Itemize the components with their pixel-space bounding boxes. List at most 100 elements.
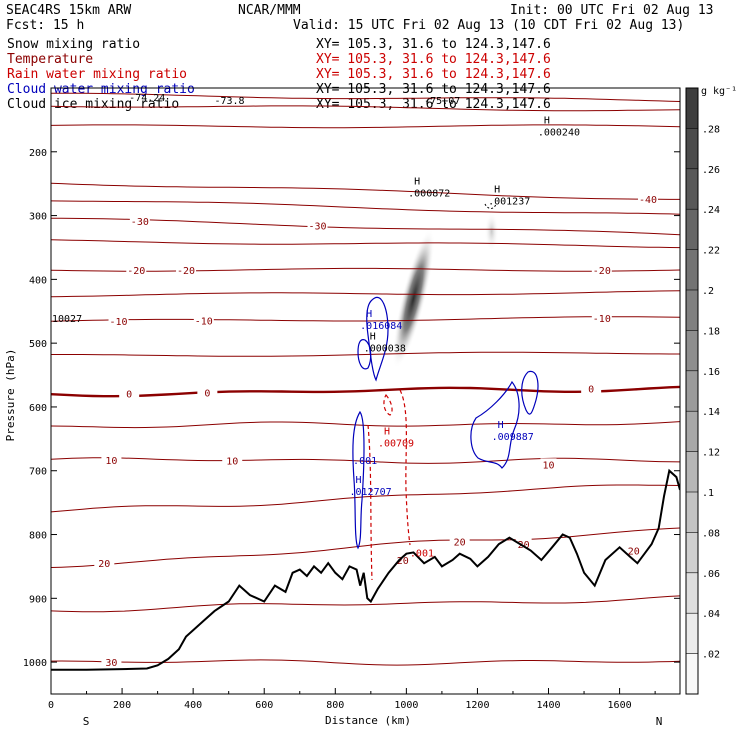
isotherm-label-bg <box>625 544 642 556</box>
isotherm-label: -20 <box>127 266 145 277</box>
isotherm-line <box>51 105 680 112</box>
isotherm-label: 10 <box>542 460 554 471</box>
isotherm-label: -40 <box>639 195 657 206</box>
isotherm-line <box>51 457 680 464</box>
extremum-marker: H <box>544 116 550 127</box>
temperature-contours: -40 -30 -30 -20 -20 -20 -10 -10 -10 0 0 0 10 10 20 20 30… <box>51 92 680 669</box>
header-init-time: Init: 00 UTC Fri 02 Aug 13 <box>510 3 714 18</box>
cloud-water-contour-2 <box>357 339 372 370</box>
rain-contour-1 <box>367 424 373 581</box>
isotherm-label: 10 <box>105 456 117 467</box>
isotherm-line <box>51 659 680 666</box>
y-axis-label: Pressure (hPa) <box>4 349 17 442</box>
isotherm-line <box>51 200 680 215</box>
extremum-marker: H <box>494 185 500 196</box>
isotherm-label: 0 <box>588 385 594 396</box>
x-tick-label: 1200 <box>465 700 489 711</box>
extremum-value: -75.07 <box>424 96 460 107</box>
y-tick-label: 700 <box>29 467 47 478</box>
y-tick-label: 200 <box>29 148 47 159</box>
extremum-value: .001 <box>410 549 434 560</box>
isotherm-label: 20 <box>628 546 640 557</box>
y-tick-label: 600 <box>29 403 47 414</box>
x-tick-label: 600 <box>255 700 273 711</box>
isotherm-label: 10 <box>226 456 238 467</box>
legend-entry-xy: XY= 105.3, 31.6 to 124.3,147.6 <box>316 52 551 67</box>
snow-max-core <box>392 228 435 369</box>
isotherm-label-bg <box>119 387 140 399</box>
isotherm-label-bg <box>222 454 243 466</box>
isotherm-line <box>51 290 680 298</box>
extremum-value: .001237 <box>488 197 530 208</box>
x-tick-label: 400 <box>184 700 202 711</box>
isotherm-line <box>51 239 680 249</box>
x-tick-label: 1600 <box>608 700 632 711</box>
isotherm-label-bg <box>193 314 214 326</box>
y-tick-label: 300 <box>29 212 47 223</box>
isotherm-label-bg <box>591 263 612 275</box>
isotherm-label-bg <box>540 458 557 470</box>
colorbar-tick-label: .06 <box>702 569 720 580</box>
colorbar-tick-label: .1 <box>702 488 714 499</box>
colorbar-tick-label: .12 <box>702 448 720 459</box>
extremum-marker: H <box>366 309 372 320</box>
isotherm-label: -10 <box>195 317 213 328</box>
isotherm-label: -10 <box>593 314 611 325</box>
colorbar-segment <box>686 88 698 129</box>
colorbar-tick-label: .22 <box>702 246 720 257</box>
colorbar-frame <box>685 87 699 695</box>
x-tick-label: 200 <box>113 700 131 711</box>
axes: 0 200 400 600 800 1000 1200 1400 160020030040050… <box>23 148 680 711</box>
isotherm-label-bg <box>176 263 197 275</box>
header-run-title: SEAC4RS 15km ARW <box>6 3 131 18</box>
isotherm-line <box>51 595 680 613</box>
isotherm-label: -30 <box>131 217 149 228</box>
isotherm-line <box>51 316 680 322</box>
isotherm-label: -20 <box>177 266 195 277</box>
x-tick-label: 800 <box>326 700 344 711</box>
legend-entry-name: Rain water mixing ratio <box>7 67 187 82</box>
terrain-profile <box>51 468 680 671</box>
extremum-value: .001 <box>353 456 377 467</box>
cloud-water-contour-1 <box>366 296 389 382</box>
isotherm-label: 20 <box>454 538 466 549</box>
x-tick-label: 1400 <box>536 700 560 711</box>
colorbar-segment <box>686 128 698 169</box>
snow-secondary-core <box>484 211 499 252</box>
cloud-water-contour-4 <box>470 380 520 469</box>
colorbar-segment <box>686 532 698 573</box>
cloud-water-contour-3 <box>352 410 365 550</box>
colorbar-tick-label: .24 <box>702 205 720 216</box>
isotherm-label-bg <box>638 192 659 204</box>
extremum-value: .00709 <box>378 438 414 449</box>
y-tick-label: 1000 <box>23 658 47 669</box>
isotherm-label-bg <box>129 215 150 227</box>
legend-entry-xy: XY= 105.3, 31.6 to 124.3,147.6 <box>316 67 551 82</box>
header-org: NCAR/MMM <box>238 3 301 18</box>
isotherm-line <box>51 527 680 568</box>
cloud-ice-contour <box>484 203 497 209</box>
extremum-marker: H <box>414 176 420 187</box>
colorbar: .02 .04 .06 .08 .1 .12 .14 .16 .18 .2 .22 .24 .26 .28… <box>685 86 737 695</box>
colorbar-tick-label: .28 <box>702 124 720 135</box>
isotherm-label: 0 <box>204 389 210 400</box>
colorbar-tick-label: .02 <box>702 650 720 661</box>
isotherm-line <box>51 217 680 236</box>
y-tick-label: 400 <box>29 275 47 286</box>
legend: Snow mixing ratio XY= 105.3, 31.6 to 124.… <box>7 37 551 112</box>
colorbar-segment <box>686 370 698 412</box>
legend-entry-xy: XY= 105.3, 31.6 to 124.3,147.6 <box>316 82 551 97</box>
y-tick-label: 800 <box>29 531 47 542</box>
colorbar-unit: g kg⁻¹ <box>701 86 737 97</box>
extremum-marker: H <box>498 420 504 431</box>
isotherm-label: 20 <box>98 559 110 570</box>
isotherm-label-bg <box>126 263 147 275</box>
x-tick-label: 0 <box>48 700 54 711</box>
colorbar-segment <box>686 653 698 694</box>
extremum-value: .009887 <box>492 432 534 443</box>
legend-entry-xy: XY= 105.3, 31.6 to 124.3,147.6 <box>316 37 551 52</box>
isotherm-label-bg <box>581 382 602 394</box>
plot-area: -40 -30 -30 -20 -20 -20 -10 -10 -10 0 0 0 10 10 20 20 30… <box>50 87 681 695</box>
extrema-labels: H.000872 H.001237H.000240H.016084H.000038… <box>52 93 580 559</box>
